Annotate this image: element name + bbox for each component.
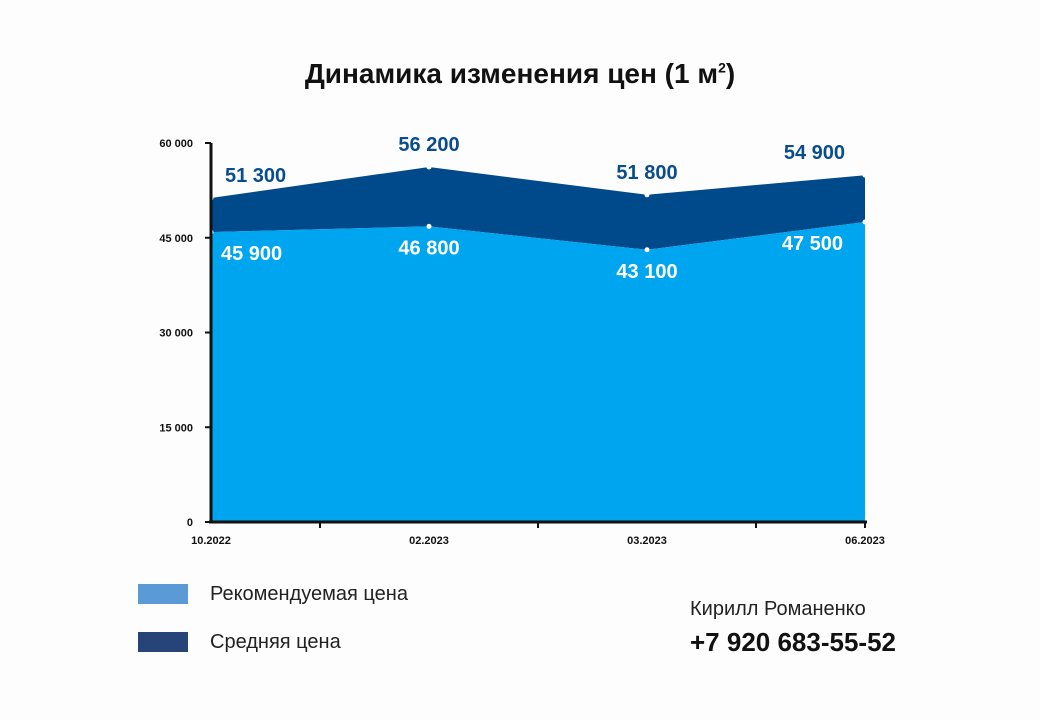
x-tick-label-3: 06.2023 [845, 535, 885, 547]
data-label-recommended-3: 47 500 [782, 233, 843, 255]
data-label-average-1: 56 200 [398, 134, 459, 156]
legend-label-average: Средняя цена [210, 630, 341, 653]
x-tick-label-2: 03.2023 [627, 535, 667, 547]
y-tick-label-3: 45 000 [159, 233, 193, 245]
contact-block: Кирилл Романенко +7 920 683-55-52 [690, 598, 896, 658]
y-tick-label-1: 15 000 [159, 422, 193, 434]
data-label-average-2: 51 800 [616, 162, 677, 184]
x-tick-label-1: 02.2023 [409, 535, 449, 547]
series-area-recommended [211, 221, 865, 523]
data-point-average-2 [644, 192, 650, 198]
series-area-average [211, 167, 865, 250]
x-tick-label-0: 10.2022 [191, 535, 231, 547]
data-point-average-3 [862, 172, 868, 178]
y-tick-label-0: 0 [187, 517, 193, 529]
contact-phone: +7 920 683-55-52 [690, 627, 897, 657]
data-label-average-0: 51 300 [225, 165, 286, 187]
legend-item-recommended: Рекомендуемая цена [138, 582, 408, 606]
chart-title-close: ) [725, 58, 736, 89]
chart-title-superscript: 2 [718, 59, 726, 76]
legend-label-recommended: Рекомендуемая цена [210, 582, 408, 605]
data-label-average-3: 54 900 [784, 142, 845, 164]
data-point-recommended-1 [426, 223, 432, 229]
chart-legend: Рекомендуемая цена Средняя цена [138, 582, 408, 678]
data-point-average-1 [426, 164, 432, 170]
data-point-recommended-3 [862, 219, 868, 225]
legend-swatch-recommended [138, 584, 188, 604]
legend-item-average: Средняя цена [138, 630, 408, 654]
chart-title-text: Динамика изменения цен (1 м [304, 58, 719, 89]
data-label-recommended-2: 43 100 [616, 261, 677, 283]
chart-title: Динамика изменения цен (1 м2) [0, 58, 1040, 90]
data-point-recommended-2 [644, 247, 650, 253]
legend-swatch-average [138, 632, 188, 652]
y-tick-label-2: 30 000 [159, 328, 193, 340]
y-tick-label-4: 60 000 [159, 138, 193, 150]
data-label-recommended-1: 46 800 [398, 237, 459, 259]
data-label-recommended-0: 45 900 [221, 243, 282, 265]
contact-name: Кирилл Романенко [690, 598, 866, 620]
